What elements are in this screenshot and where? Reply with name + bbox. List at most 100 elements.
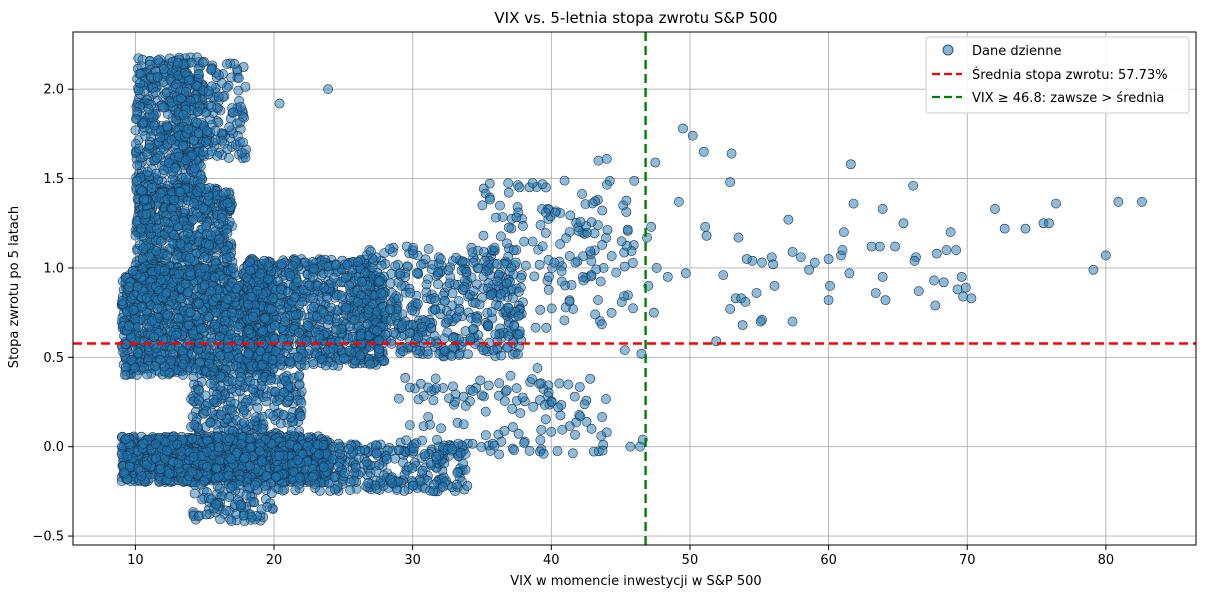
data-point bbox=[486, 307, 497, 317]
data-point bbox=[142, 369, 153, 380]
data-point bbox=[488, 345, 499, 356]
data-point bbox=[489, 242, 500, 253]
data-point bbox=[443, 314, 454, 325]
data-point bbox=[590, 309, 601, 320]
data-point bbox=[216, 409, 227, 420]
data-point bbox=[197, 57, 208, 68]
data-point bbox=[549, 257, 560, 268]
data-point bbox=[372, 325, 382, 336]
data-point bbox=[602, 179, 612, 190]
data-point bbox=[514, 182, 525, 193]
data-point bbox=[443, 265, 454, 276]
data-point bbox=[239, 405, 249, 415]
data-point bbox=[529, 271, 540, 282]
data-point bbox=[206, 286, 217, 297]
data-point bbox=[243, 348, 254, 359]
data-point bbox=[205, 417, 215, 428]
data-point bbox=[398, 346, 408, 357]
data-point bbox=[385, 278, 396, 289]
data-point bbox=[260, 313, 271, 324]
data-point bbox=[137, 253, 148, 264]
data-point bbox=[221, 253, 232, 264]
data-point bbox=[268, 293, 279, 304]
data-point bbox=[297, 296, 308, 307]
data-point bbox=[320, 360, 331, 371]
data-point bbox=[160, 216, 170, 227]
data-point bbox=[130, 230, 141, 241]
data-point bbox=[210, 319, 220, 330]
data-point bbox=[390, 261, 401, 272]
data-point bbox=[556, 266, 567, 277]
data-point bbox=[490, 212, 501, 223]
data-point bbox=[140, 131, 151, 141]
data-point bbox=[486, 290, 496, 301]
data-point bbox=[565, 210, 576, 221]
data-point bbox=[159, 361, 170, 372]
data-point bbox=[137, 301, 147, 312]
data-point bbox=[188, 198, 199, 208]
data-point bbox=[501, 278, 512, 289]
data-point bbox=[294, 327, 304, 338]
data-point bbox=[183, 320, 194, 330]
data-point bbox=[376, 288, 386, 299]
data-point bbox=[283, 287, 293, 297]
data-point bbox=[329, 272, 339, 283]
data-point bbox=[479, 247, 489, 257]
data-point bbox=[513, 329, 523, 340]
data-point bbox=[336, 291, 347, 301]
data-point bbox=[535, 220, 546, 230]
data-point bbox=[194, 385, 205, 396]
data-point bbox=[143, 104, 154, 114]
data-point bbox=[430, 295, 441, 306]
data-point bbox=[291, 309, 302, 320]
data-point bbox=[355, 331, 366, 341]
data-point bbox=[280, 316, 290, 327]
data-point bbox=[210, 272, 220, 283]
data-point bbox=[537, 179, 548, 190]
data-point bbox=[596, 319, 607, 330]
data-point bbox=[541, 322, 552, 333]
data-point bbox=[308, 293, 319, 304]
data-point bbox=[130, 125, 141, 136]
data-point bbox=[183, 242, 194, 253]
data-point bbox=[149, 332, 159, 342]
data-point bbox=[353, 256, 363, 267]
data-point bbox=[508, 245, 519, 256]
data-point bbox=[330, 260, 341, 271]
data-point bbox=[152, 72, 163, 83]
data-point bbox=[561, 233, 571, 244]
data-point bbox=[215, 331, 225, 342]
data-point bbox=[559, 175, 570, 186]
data-point bbox=[622, 224, 633, 235]
data-point bbox=[477, 200, 488, 211]
data-point bbox=[356, 276, 367, 287]
data-point bbox=[139, 194, 150, 205]
data-point bbox=[170, 163, 180, 174]
data-point bbox=[478, 345, 489, 356]
data-point bbox=[145, 59, 155, 70]
data-point bbox=[261, 396, 272, 407]
data-point bbox=[275, 304, 286, 315]
data-point bbox=[162, 310, 173, 321]
data-point bbox=[302, 320, 313, 331]
data-point bbox=[454, 306, 465, 317]
data-point bbox=[235, 376, 245, 387]
data-point bbox=[153, 55, 163, 66]
data-point bbox=[564, 296, 575, 307]
data-point bbox=[374, 276, 385, 287]
data-point bbox=[503, 178, 514, 189]
data-point bbox=[509, 321, 520, 332]
data-point bbox=[215, 371, 226, 382]
data-point bbox=[257, 411, 268, 422]
data-point bbox=[314, 333, 325, 344]
data-point bbox=[543, 284, 554, 295]
data-point bbox=[152, 303, 163, 314]
data-point bbox=[444, 278, 455, 289]
data-point bbox=[597, 205, 608, 216]
data-point bbox=[162, 121, 173, 132]
data-point bbox=[180, 172, 191, 183]
data-point bbox=[580, 199, 591, 210]
data-point bbox=[619, 261, 630, 272]
data-point bbox=[158, 64, 169, 74]
